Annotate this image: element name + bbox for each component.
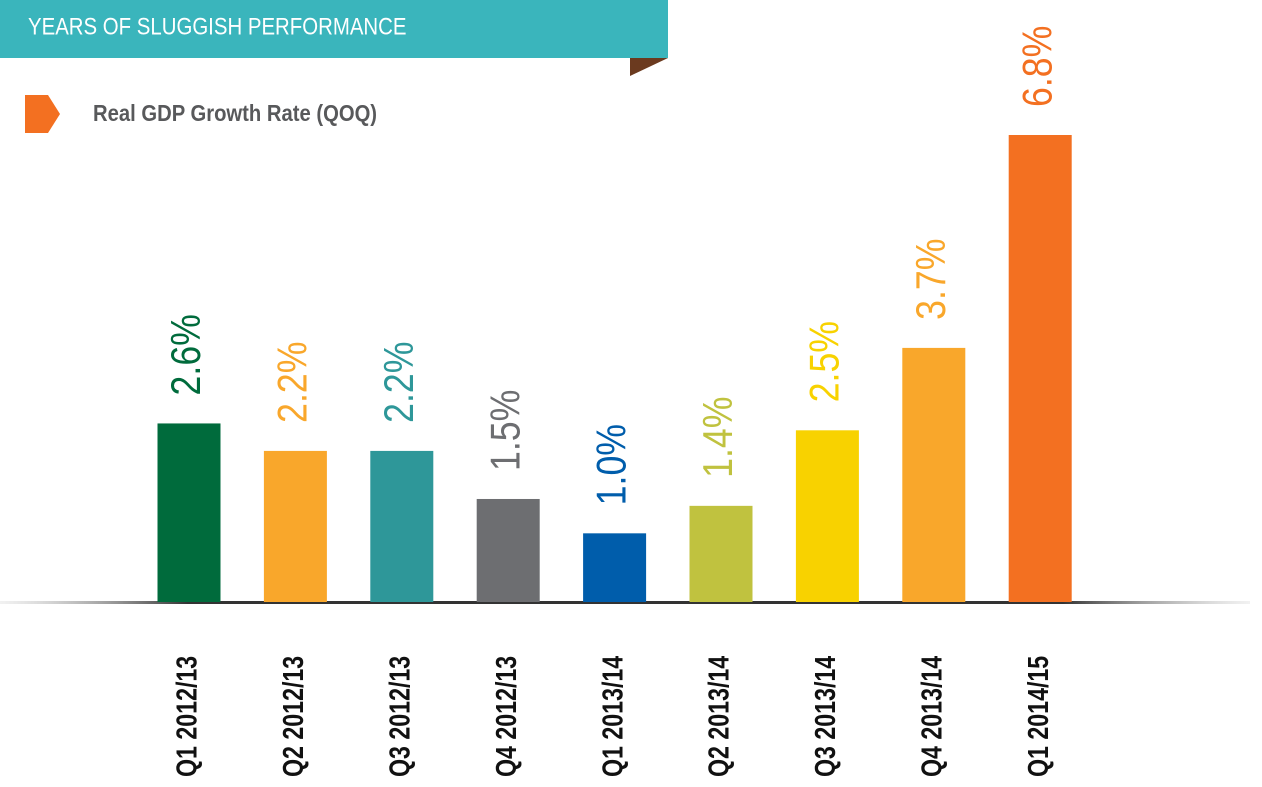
bar <box>583 533 647 602</box>
subtitle-marker <box>25 95 60 133</box>
x-tick-label: Q4 2012/13 <box>489 656 522 777</box>
bar <box>1008 135 1072 602</box>
bar <box>157 423 221 602</box>
banner-fold <box>630 58 668 76</box>
value-label: 2.2% <box>270 342 316 423</box>
bar <box>795 430 859 602</box>
bar <box>263 450 327 602</box>
value-label: 6.8% <box>1015 26 1061 107</box>
value-label: 2.6% <box>163 314 209 395</box>
x-tick-label: Q1 2014/15 <box>1021 656 1054 777</box>
value-label: 3.7% <box>908 239 954 320</box>
chart-title: YEARS OF SLUGGISH PERFORMANCE <box>28 13 406 40</box>
bar <box>902 347 966 602</box>
bar <box>476 498 540 602</box>
bar <box>370 450 434 602</box>
value-label: 2.5% <box>802 321 848 402</box>
x-tick-label: Q1 2012/13 <box>170 656 203 777</box>
x-tick-label: Q1 2013/14 <box>596 655 629 777</box>
value-label: 1.5% <box>483 390 529 471</box>
x-tick-label: Q2 2012/13 <box>277 656 310 777</box>
value-label: 1.4% <box>695 396 741 477</box>
bar <box>689 505 753 602</box>
value-label: 2.2% <box>376 342 422 423</box>
x-tick-label: Q3 2013/14 <box>809 655 842 777</box>
baseline <box>0 601 1250 604</box>
x-tick-label: Q2 2013/14 <box>702 655 735 777</box>
subtitle: Real GDP Growth Rate (QOQ) <box>93 100 377 127</box>
x-tick-label: Q4 2013/14 <box>915 655 948 777</box>
value-label: 1.0% <box>589 424 635 505</box>
title-banner <box>0 0 668 58</box>
x-tick-label: Q3 2012/13 <box>383 656 416 777</box>
